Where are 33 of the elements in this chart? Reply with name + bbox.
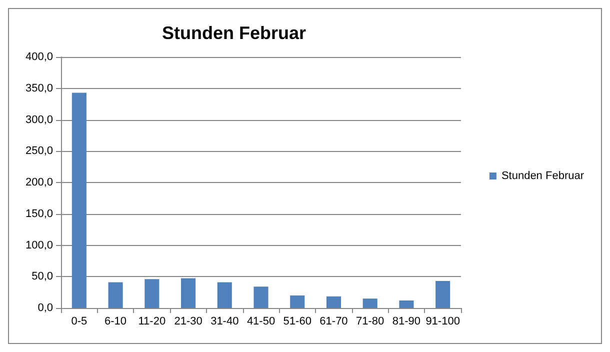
x-tick-label: 71-80 xyxy=(356,316,384,328)
x-tick-label: 51-60 xyxy=(283,316,312,328)
y-tick-label: 200,0 xyxy=(25,176,53,188)
bar xyxy=(217,282,232,308)
x-tick-label: 6-10 xyxy=(104,316,127,328)
y-tick-label: 50,0 xyxy=(32,270,53,283)
bar xyxy=(436,281,450,308)
x-tick-label: 11-20 xyxy=(138,316,166,328)
x-tick-label: 41-50 xyxy=(246,316,276,328)
x-tick-label: 31-40 xyxy=(210,316,239,328)
legend-label: Stunden Februar xyxy=(501,170,584,182)
bar xyxy=(254,286,268,308)
x-tick-label: 91-100 xyxy=(426,316,460,328)
bar xyxy=(362,298,378,308)
x-tick-label: 0-5 xyxy=(71,316,88,328)
y-tick-label: 300,0 xyxy=(25,114,53,126)
y-tick-label: 250,0 xyxy=(25,145,53,158)
x-tick-label: 21-30 xyxy=(174,316,202,328)
y-tick-label: 0,0 xyxy=(38,302,53,314)
bar xyxy=(144,279,160,308)
x-tick-label: 81-90 xyxy=(392,316,421,328)
bar xyxy=(290,295,305,308)
chart-title: Stunden Februar xyxy=(162,23,306,43)
bar xyxy=(326,296,341,308)
x-tick-label: 61-70 xyxy=(320,316,348,328)
y-tick-label: 350,0 xyxy=(25,82,53,94)
bar xyxy=(108,282,123,308)
bar xyxy=(72,92,86,308)
y-tick-label: 400,0 xyxy=(25,51,53,63)
y-tick-label: 150,0 xyxy=(25,208,53,220)
bar xyxy=(399,300,414,308)
bar xyxy=(181,278,196,308)
y-tick-label: 100,0 xyxy=(25,239,53,252)
